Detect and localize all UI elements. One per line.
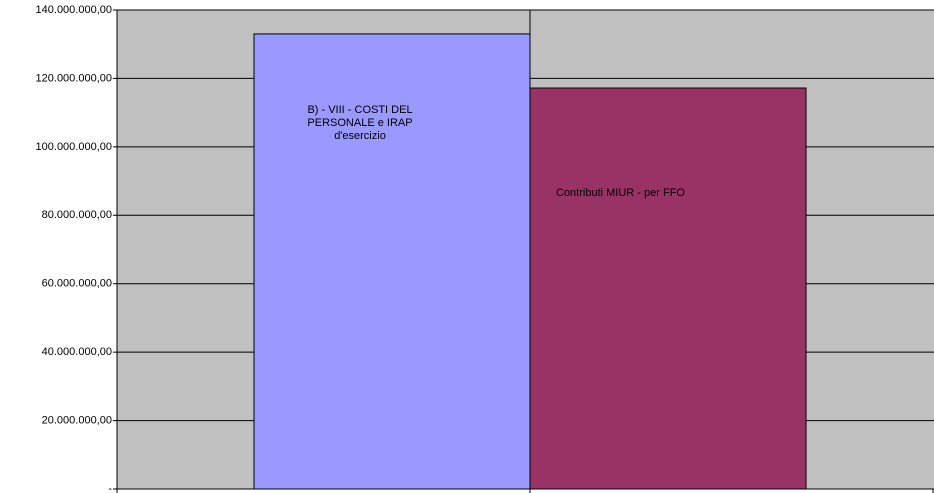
y-tick-label: 120.000.000,00 bbox=[36, 72, 112, 84]
bar-label: B) - VIII - COSTI DEL PERSONALE e IRAP d… bbox=[307, 104, 413, 142]
bar bbox=[253, 33, 531, 490]
y-tick-label: 60.000.000,00 bbox=[42, 278, 112, 290]
y-tick-label: 80.000.000,00 bbox=[42, 209, 112, 221]
y-tick-label: 40.000.000,00 bbox=[42, 346, 112, 358]
y-tick-label: 100.000.000,00 bbox=[36, 141, 112, 153]
bar bbox=[529, 87, 807, 490]
bar-label: Contributi MIUR - per FFO bbox=[556, 187, 685, 199]
y-tick-label: 140.000.000,00 bbox=[36, 4, 112, 16]
y-tick-label: 20.000.000,00 bbox=[42, 414, 112, 426]
y-tick-label: - bbox=[108, 483, 112, 493]
